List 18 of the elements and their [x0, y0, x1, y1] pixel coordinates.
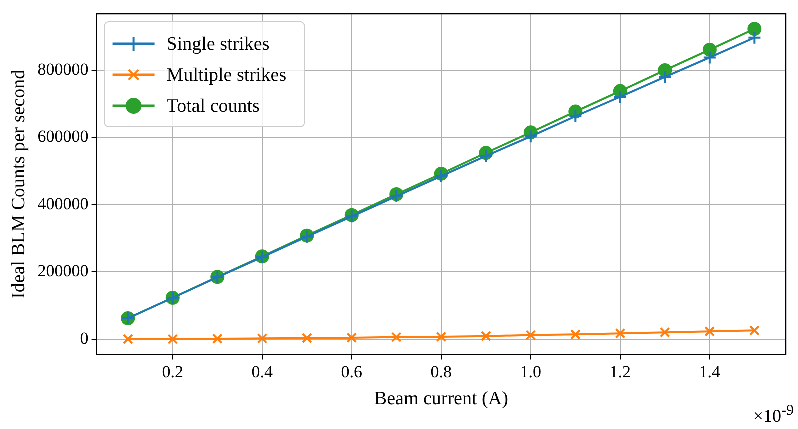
legend-label: Multiple strikes — [166, 64, 287, 86]
legend-label: Single strikes — [166, 34, 270, 55]
legend-label: Total counts — [166, 96, 260, 117]
y-tick-label: 600000 — [38, 127, 89, 146]
y-tick-label: 200000 — [38, 262, 89, 281]
y-axis-title: Ideal BLM Counts per second — [8, 69, 30, 299]
x-tick-label: 0.4 — [252, 362, 274, 382]
x-tick-label: 1.4 — [699, 362, 722, 382]
y-tick-label: 800000 — [38, 60, 89, 79]
x-axis-title: Beam current (A) — [374, 388, 508, 410]
x-tick-label: 1.2 — [610, 362, 632, 382]
x-tick-label: 0.8 — [430, 362, 452, 382]
text: ×10$^{-9}$ — [753, 403, 794, 427]
x-tick-label: 0.2 — [162, 362, 184, 382]
y-tick-label: 400000 — [38, 194, 89, 214]
x-tick-label: 1.0 — [520, 362, 542, 382]
y-tick-label: 0 — [80, 328, 89, 348]
x-tick-label: 0.6 — [341, 362, 363, 382]
